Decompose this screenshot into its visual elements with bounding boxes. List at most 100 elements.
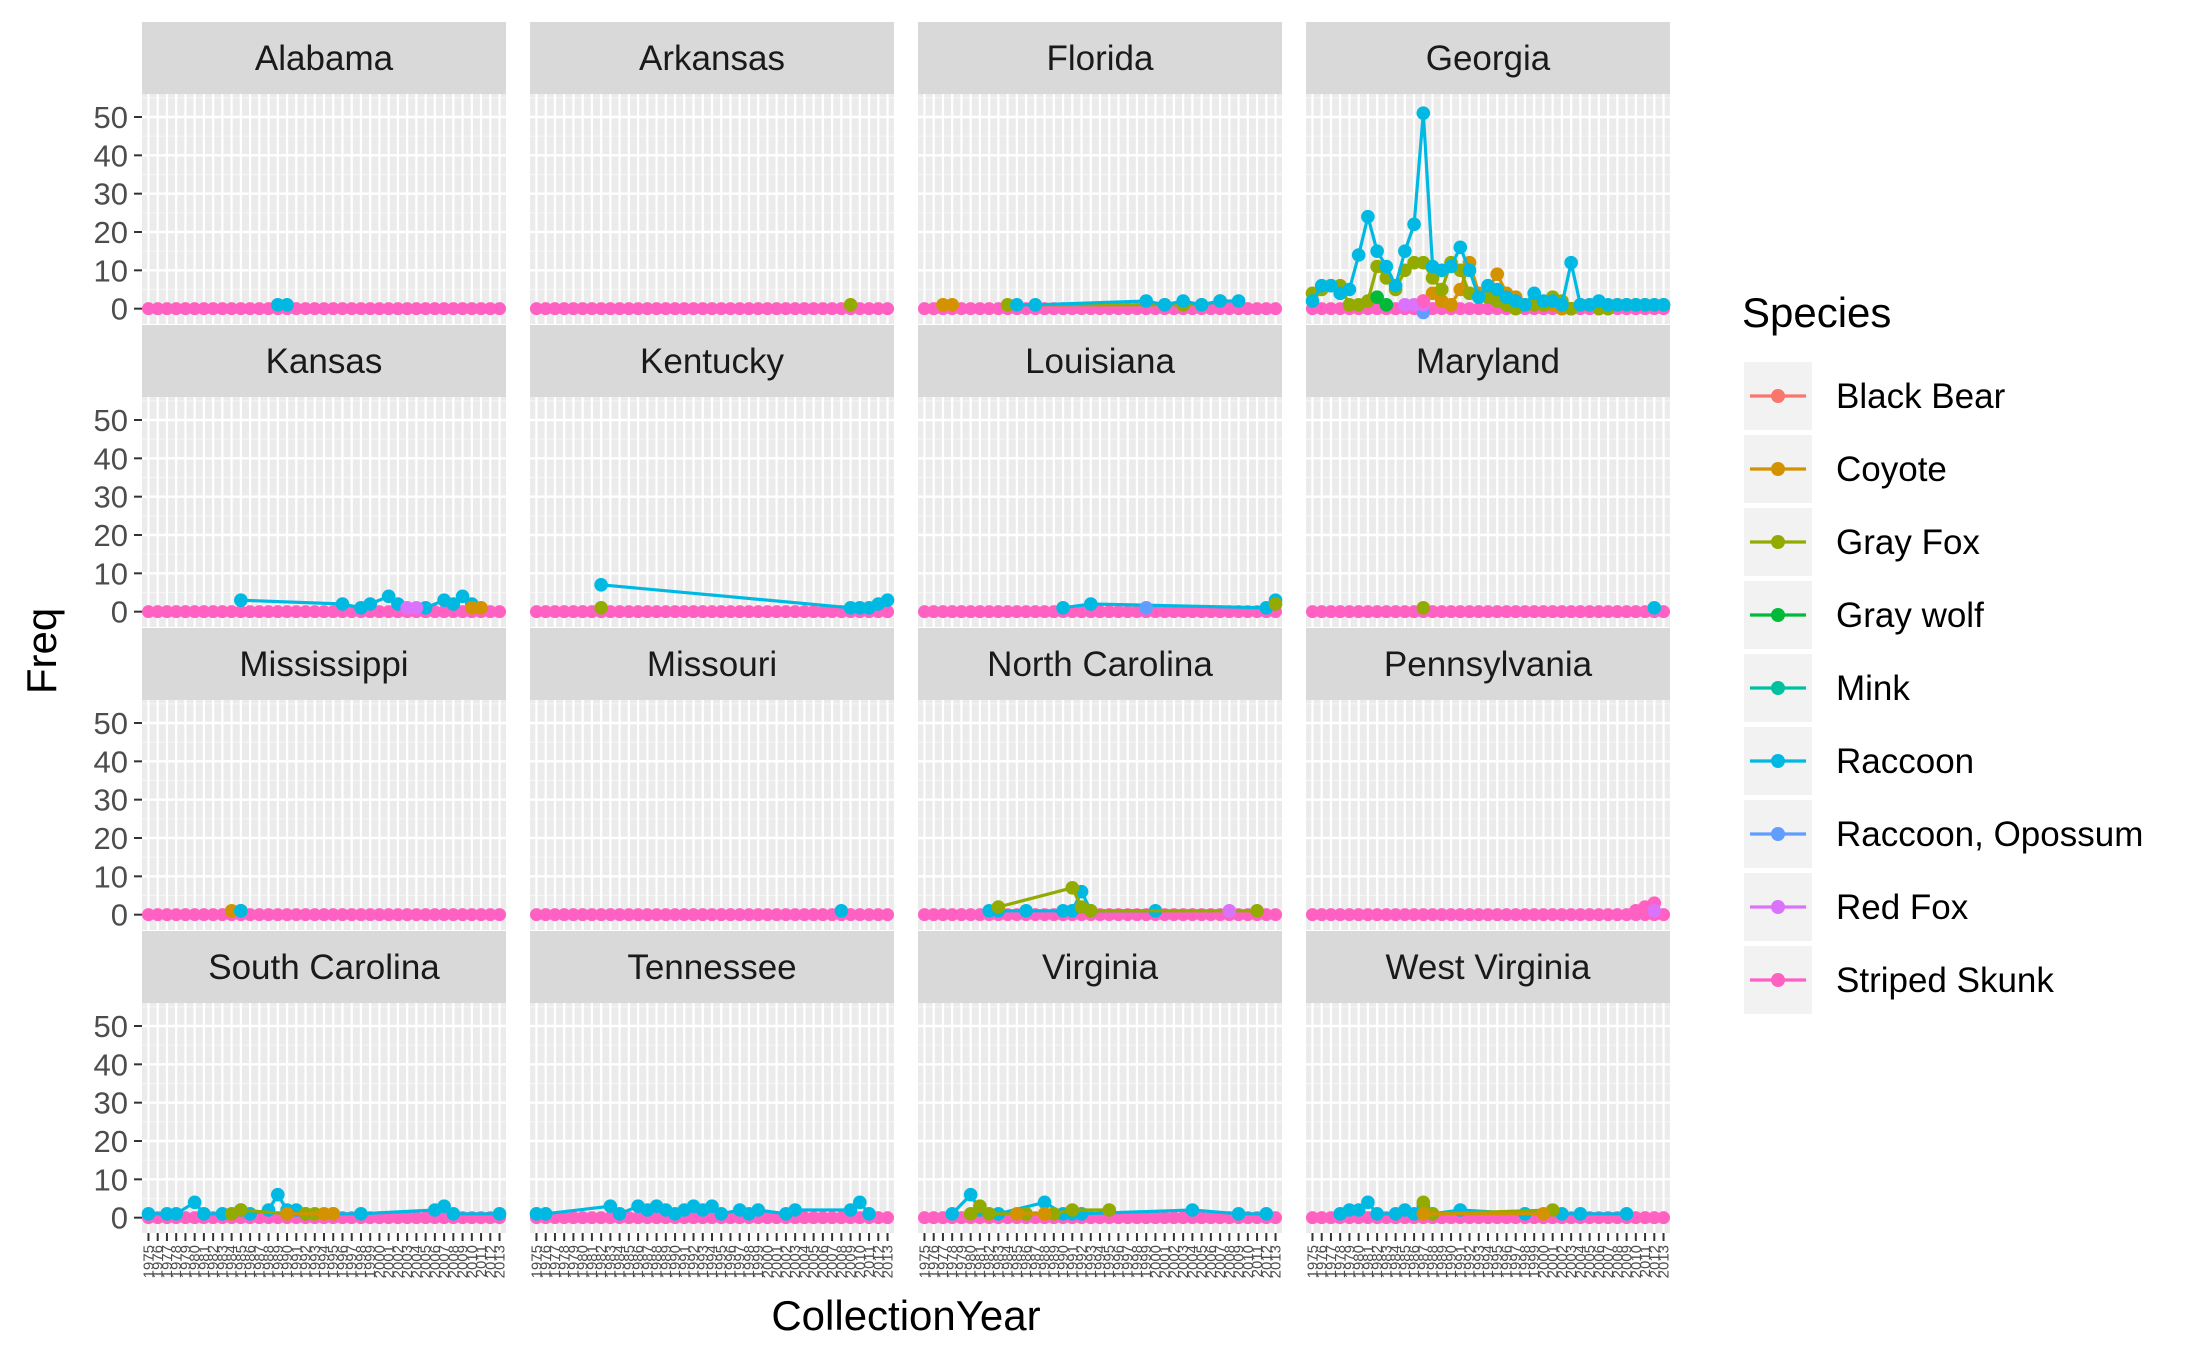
data-point bbox=[1028, 298, 1043, 312]
x-tick-label: 1991 bbox=[1452, 1245, 1469, 1278]
baseline-point bbox=[1001, 605, 1015, 619]
data-point bbox=[1019, 904, 1033, 918]
x-tick-label: 1985 bbox=[233, 1245, 250, 1278]
x-tick-label: 2001 bbox=[1545, 1245, 1562, 1278]
data-point bbox=[945, 298, 959, 312]
y-tick-label: 20 bbox=[94, 518, 128, 553]
data-point bbox=[1065, 881, 1080, 895]
baseline-point bbox=[354, 302, 368, 316]
baseline-point bbox=[973, 605, 987, 619]
x-tick-label: 2011 bbox=[473, 1245, 490, 1277]
data-point bbox=[538, 1207, 553, 1221]
data-point bbox=[1157, 298, 1172, 312]
facet-strip bbox=[530, 628, 894, 700]
baseline-point bbox=[1583, 605, 1597, 619]
baseline-point bbox=[871, 302, 885, 316]
legend-key-point bbox=[1771, 900, 1785, 914]
data-point bbox=[1010, 298, 1024, 312]
baseline-point bbox=[391, 908, 405, 922]
baseline-point bbox=[1647, 1211, 1661, 1225]
baseline-point bbox=[631, 908, 645, 922]
x-tick-label: 1993 bbox=[1083, 1245, 1100, 1278]
baseline-point bbox=[1407, 908, 1421, 922]
baseline-point bbox=[1583, 908, 1597, 922]
baseline-point bbox=[797, 908, 811, 922]
x-tick-label: 2005 bbox=[806, 1245, 823, 1278]
x-tick-label: 2013 bbox=[880, 1245, 897, 1278]
data-point bbox=[714, 1207, 729, 1221]
x-tick-label: 1998 bbox=[1129, 1245, 1146, 1278]
baseline-point bbox=[1389, 605, 1403, 619]
baseline-point bbox=[696, 605, 710, 619]
x-tick-label: 2005 bbox=[418, 1245, 435, 1278]
data-point bbox=[326, 1207, 341, 1221]
baseline-point bbox=[779, 908, 793, 922]
data-point bbox=[261, 1203, 276, 1217]
facet-strip bbox=[918, 325, 1282, 397]
baseline-point bbox=[437, 302, 451, 316]
facet-label: Virginia bbox=[1042, 948, 1159, 987]
data-point bbox=[1619, 1207, 1634, 1221]
x-tick-label: 1983 bbox=[214, 1245, 231, 1278]
data-point bbox=[234, 593, 248, 607]
baseline-point bbox=[529, 605, 543, 619]
facet-strip bbox=[142, 22, 506, 94]
chart-legend: Species Black Bear Coyote Gray Fox Gray wol… bbox=[1742, 289, 2143, 1014]
baseline-point bbox=[825, 1211, 839, 1225]
baseline-point bbox=[1333, 908, 1347, 922]
baseline-point bbox=[1518, 605, 1532, 619]
baseline-point bbox=[964, 302, 978, 316]
x-tick-label: 2011 bbox=[861, 1245, 878, 1277]
x-tick-label: 1980 bbox=[575, 1245, 592, 1278]
baseline-point bbox=[391, 1211, 405, 1225]
baseline-point bbox=[1592, 605, 1606, 619]
baseline-point bbox=[548, 908, 562, 922]
legend-key-point bbox=[1771, 535, 1785, 549]
baseline-point bbox=[354, 908, 368, 922]
legend-entry: Gray wolf bbox=[1744, 581, 1984, 649]
baseline-point bbox=[1158, 1211, 1172, 1225]
x-tick-label: 1997 bbox=[1120, 1245, 1137, 1278]
baseline-point bbox=[1342, 908, 1356, 922]
x-tick-label: 1996 bbox=[723, 1245, 740, 1278]
data-point bbox=[1065, 1203, 1080, 1217]
x-tick-label: 1987 bbox=[1027, 1245, 1044, 1278]
baseline-point bbox=[1370, 908, 1384, 922]
baseline-point bbox=[539, 302, 553, 316]
x-tick-label: 1980 bbox=[187, 1245, 204, 1278]
baseline-point bbox=[391, 302, 405, 316]
baseline-point bbox=[927, 908, 941, 922]
x-tick-label: 1988 bbox=[261, 1245, 278, 1278]
facet-label: Georgia bbox=[1426, 39, 1551, 78]
baseline-point bbox=[225, 302, 239, 316]
baseline-point bbox=[742, 605, 756, 619]
data-point bbox=[1231, 294, 1246, 308]
baseline-point bbox=[973, 302, 987, 316]
x-tick-label: 1989 bbox=[1434, 1245, 1451, 1278]
x-tick-label: 2007 bbox=[436, 1245, 453, 1278]
x-tick-label: 1989 bbox=[1046, 1245, 1063, 1278]
baseline-point bbox=[991, 605, 1005, 619]
data-point bbox=[1453, 240, 1468, 255]
baseline-point bbox=[687, 302, 701, 316]
baseline-point bbox=[188, 908, 202, 922]
x-tick-label: 1982 bbox=[981, 1245, 998, 1278]
x-tick-label: 1976 bbox=[926, 1245, 943, 1278]
baseline-point bbox=[1361, 605, 1375, 619]
baseline-point bbox=[640, 605, 654, 619]
data-point bbox=[1379, 298, 1394, 312]
data-point bbox=[437, 1199, 451, 1213]
legend-label: Mink bbox=[1836, 669, 1910, 708]
x-tick-label: 2009 bbox=[455, 1245, 472, 1278]
legend-key-point bbox=[1771, 462, 1785, 476]
baseline-point bbox=[733, 605, 747, 619]
baseline-point bbox=[751, 908, 765, 922]
baseline-point bbox=[372, 302, 386, 316]
data-point bbox=[1379, 259, 1394, 274]
x-tick-label: 1980 bbox=[963, 1245, 980, 1278]
x-tick-label: 2004 bbox=[1572, 1245, 1589, 1278]
y-tick-label: 10 bbox=[94, 253, 128, 288]
x-tick-label: 1999 bbox=[750, 1245, 767, 1278]
baseline-point bbox=[382, 908, 396, 922]
